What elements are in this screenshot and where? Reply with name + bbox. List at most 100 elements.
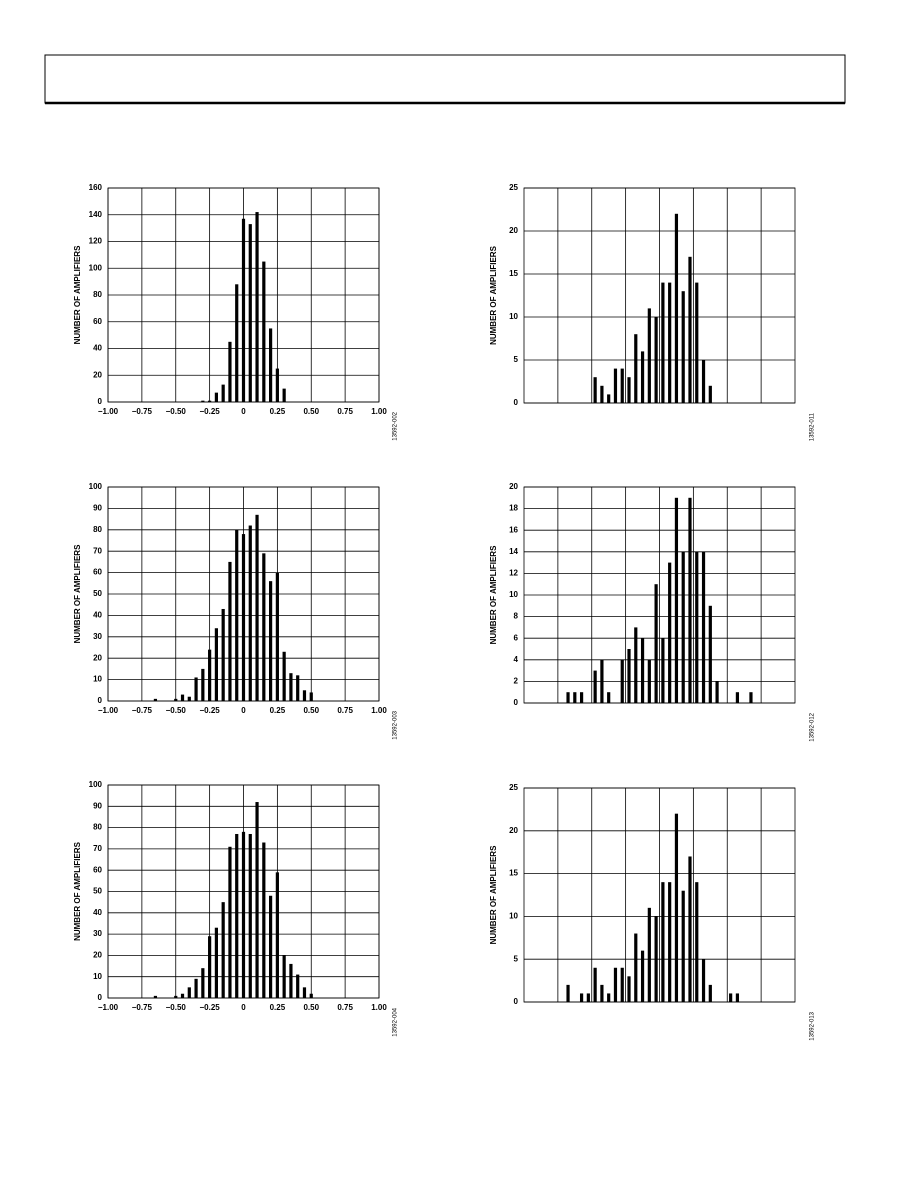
bar bbox=[681, 551, 685, 703]
bar bbox=[647, 659, 651, 703]
figure-id: 13592-011 bbox=[810, 412, 816, 441]
y-tick-label: 8 bbox=[514, 612, 519, 621]
bar bbox=[296, 974, 300, 998]
figure-id: 13592-003 bbox=[393, 710, 399, 739]
bar bbox=[701, 551, 706, 703]
y-tick-label: 90 bbox=[93, 504, 102, 513]
bar bbox=[248, 224, 252, 402]
bar bbox=[634, 334, 638, 403]
y-tick-label: 15 bbox=[509, 869, 518, 878]
bar bbox=[174, 995, 178, 998]
bar bbox=[248, 833, 252, 998]
bar bbox=[228, 846, 232, 998]
x-tick-label: 1.00 bbox=[371, 1003, 387, 1012]
bar bbox=[289, 963, 293, 998]
y-tick-label: 20 bbox=[93, 951, 102, 960]
bar bbox=[241, 218, 246, 402]
x-tick-label: 0.25 bbox=[270, 1003, 286, 1012]
y-tick-label: 4 bbox=[514, 655, 519, 664]
y-tick-label: 50 bbox=[93, 589, 102, 598]
bar bbox=[620, 967, 624, 1002]
bar bbox=[221, 608, 225, 701]
y-tick-label: 160 bbox=[89, 183, 103, 192]
y-tick-label: 100 bbox=[89, 263, 103, 272]
bar bbox=[627, 649, 631, 703]
y-tick-label: 90 bbox=[93, 801, 102, 810]
y-tick-label: 30 bbox=[93, 632, 102, 641]
bar bbox=[296, 675, 300, 701]
y-tick-label: 10 bbox=[509, 312, 518, 321]
bar bbox=[708, 385, 712, 403]
bar bbox=[275, 368, 279, 402]
y-tick-label: 80 bbox=[93, 823, 102, 832]
bar bbox=[674, 497, 679, 703]
y-tick-label: 50 bbox=[93, 887, 102, 896]
figure-id: 13592-012 bbox=[810, 712, 816, 741]
bar bbox=[201, 668, 205, 701]
bar bbox=[235, 284, 239, 402]
x-tick-label: −0.75 bbox=[132, 407, 153, 416]
bar bbox=[201, 968, 205, 998]
bar bbox=[275, 572, 279, 701]
header-box bbox=[44, 54, 846, 104]
bar bbox=[214, 392, 218, 402]
bar bbox=[681, 291, 685, 403]
y-tick-label: 70 bbox=[93, 844, 102, 853]
bar bbox=[269, 895, 273, 998]
bar bbox=[262, 553, 266, 701]
bar bbox=[600, 659, 604, 703]
y-axis-label: NUMBER OF AMPLIFIERS bbox=[489, 245, 498, 344]
bar bbox=[275, 872, 279, 998]
y-tick-label: 14 bbox=[509, 547, 518, 556]
bar bbox=[241, 831, 246, 998]
bar bbox=[695, 282, 699, 403]
bar bbox=[153, 698, 158, 701]
bar bbox=[668, 562, 672, 703]
bar bbox=[729, 993, 733, 1002]
y-tick-label: 0 bbox=[514, 997, 519, 1006]
bar bbox=[668, 282, 672, 403]
bar bbox=[688, 256, 692, 403]
bar bbox=[235, 529, 239, 701]
y-tick-label: 0 bbox=[98, 993, 103, 1002]
bar bbox=[282, 388, 286, 402]
bar bbox=[221, 384, 225, 402]
bar bbox=[607, 394, 611, 403]
x-tick-label: −0.50 bbox=[166, 706, 187, 715]
y-tick-label: 80 bbox=[93, 290, 102, 299]
bar bbox=[579, 692, 584, 703]
bar bbox=[235, 833, 239, 998]
x-tick-label: −1.00 bbox=[98, 1003, 119, 1012]
bar bbox=[640, 638, 645, 703]
bar bbox=[194, 978, 198, 998]
x-tick-label: 0.75 bbox=[337, 706, 353, 715]
y-tick-label: 140 bbox=[89, 210, 103, 219]
bar bbox=[228, 341, 232, 402]
bar bbox=[634, 933, 638, 1002]
x-tick-label: 0.25 bbox=[270, 706, 286, 715]
bar bbox=[607, 993, 611, 1002]
bar bbox=[620, 368, 624, 403]
bar bbox=[695, 882, 699, 1002]
x-tick-label: 0.50 bbox=[303, 1003, 319, 1012]
y-tick-label: 25 bbox=[509, 783, 518, 792]
y-tick-label: 20 bbox=[509, 826, 518, 835]
bar bbox=[681, 890, 685, 1002]
y-axis-label: NUMBER OF AMPLIFIERS bbox=[73, 544, 82, 643]
x-tick-label: −0.25 bbox=[200, 706, 221, 715]
y-tick-label: 40 bbox=[93, 611, 102, 620]
bar bbox=[586, 993, 590, 1002]
x-tick-label: 0.50 bbox=[303, 407, 319, 416]
bar bbox=[241, 534, 246, 701]
bar bbox=[600, 385, 604, 403]
x-tick-label: 0 bbox=[241, 706, 246, 715]
bar bbox=[579, 993, 584, 1002]
y-axis-label: NUMBER OF AMPLIFIERS bbox=[489, 545, 498, 644]
bar bbox=[688, 497, 692, 703]
y-tick-label: 16 bbox=[509, 525, 518, 534]
y-tick-label: 20 bbox=[509, 226, 518, 235]
bar bbox=[593, 377, 597, 403]
bar bbox=[613, 967, 618, 1002]
bar bbox=[566, 984, 570, 1002]
